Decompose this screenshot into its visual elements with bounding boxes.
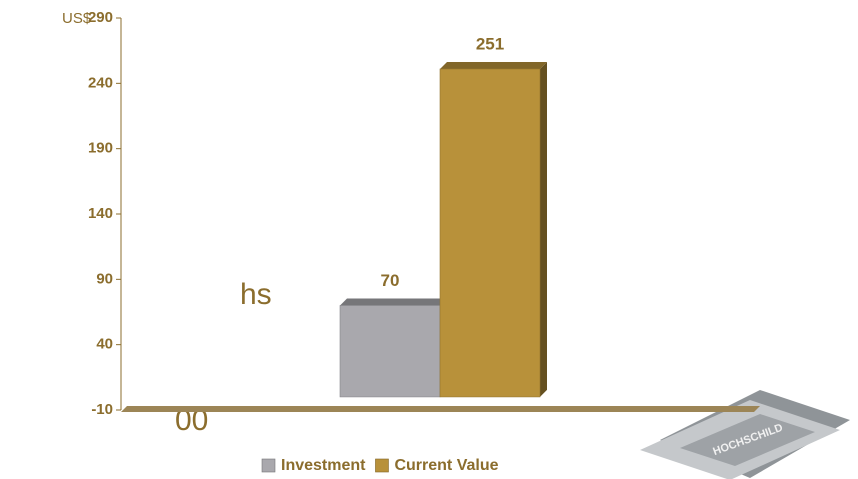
bar: [339, 305, 441, 398]
legend-label: Current Value: [394, 457, 498, 474]
y-tick-label: 240: [88, 74, 113, 91]
y-tick-label: 140: [88, 205, 113, 222]
bar-side: [540, 61, 547, 397]
y-tick-label: 190: [88, 140, 113, 157]
y-tick-label: 90: [96, 270, 113, 287]
value-label: 70: [381, 271, 400, 290]
legend-swatch: [375, 458, 389, 473]
bar-top: [440, 61, 547, 69]
legend-swatch: [261, 458, 276, 473]
y-tick-label: 40: [96, 336, 113, 353]
logo-bar: [680, 414, 815, 466]
floor: [121, 406, 760, 412]
y-tick-label: -10: [91, 401, 113, 418]
bar-top: [340, 298, 447, 306]
slide-text-fragment: hs: [240, 278, 272, 311]
y-axis-label: US$: [62, 10, 92, 27]
y-tick-label: 290: [88, 9, 113, 26]
legend-label: Investment: [281, 457, 366, 474]
logo: HOCHSCHILD: [640, 390, 850, 479]
value-label: 251: [476, 34, 504, 53]
bar: [439, 68, 541, 398]
